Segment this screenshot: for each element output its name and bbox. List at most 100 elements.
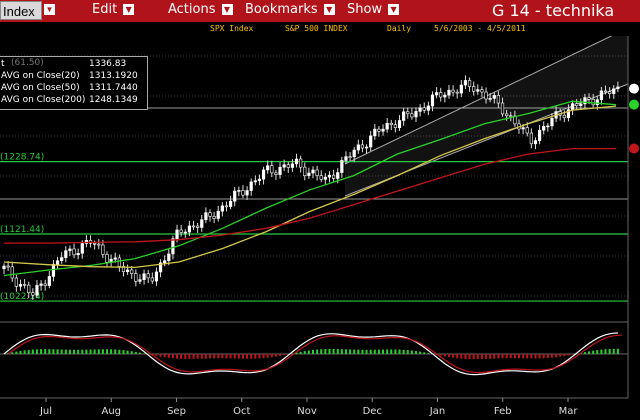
price-bar-body xyxy=(430,94,435,107)
osc-histogram-bar xyxy=(571,354,574,355)
price-bar-body xyxy=(443,94,447,98)
price-bar-body xyxy=(80,243,84,254)
osc-histogram-bar xyxy=(217,354,220,359)
osc-histogram-bar xyxy=(101,349,104,354)
price-bar-body xyxy=(352,149,356,158)
price-bar-body xyxy=(562,114,566,119)
price-bar-body xyxy=(43,283,47,286)
price-bar-body xyxy=(212,216,216,219)
menu-edit[interactable]: Edit ▼ xyxy=(92,0,135,20)
osc-histogram-bar xyxy=(171,354,174,359)
osc-histogram-bar xyxy=(513,354,516,359)
price-bar-body xyxy=(39,283,43,286)
level-label: (1022.14) xyxy=(0,292,44,302)
osc-histogram-bar xyxy=(349,349,352,354)
price-chart[interactable]: (1228.74) (1121.44) (1022.14) Jul Aug Sep Oct… xyxy=(0,36,640,420)
osc-histogram-bar xyxy=(192,354,195,359)
ma-line xyxy=(3,105,617,269)
osc-histogram-bar xyxy=(31,349,34,354)
price-bar-body xyxy=(179,229,183,233)
osc-histogram-bar xyxy=(365,349,368,354)
legend-label: AVG on Close(200) xyxy=(1,95,86,105)
legend-value: 1248.1349 xyxy=(89,95,138,105)
menu-actions-label: Actions xyxy=(168,2,216,17)
osc-histogram-bar xyxy=(312,349,314,354)
price-bar-body xyxy=(422,107,426,111)
osc-histogram-bar xyxy=(505,354,508,359)
osc-histogram-bar xyxy=(419,351,422,354)
price-bar-body xyxy=(439,92,443,98)
security-type-field[interactable]: Index xyxy=(0,1,42,20)
price-bar-body xyxy=(480,89,484,93)
price-bar-body xyxy=(599,90,603,100)
ma-line xyxy=(4,147,616,244)
osc-histogram-bar xyxy=(382,349,385,354)
osc-histogram-bar xyxy=(592,350,595,354)
price-bar-body xyxy=(117,257,121,267)
legend-value: 1311.7440 xyxy=(89,83,138,93)
osc-histogram-bar xyxy=(616,348,619,354)
osc-histogram-bar xyxy=(369,349,372,354)
x-tick-label: Jul xyxy=(39,406,52,417)
price-bar-body xyxy=(509,115,513,118)
price-bar-body xyxy=(336,172,340,179)
osc-histogram-bar xyxy=(476,354,479,360)
osc-histogram-bar xyxy=(489,354,492,359)
menu-bookmarks[interactable]: Bookmarks ▼ xyxy=(245,0,335,20)
price-bar-body xyxy=(2,265,6,270)
price-bar-body xyxy=(542,126,546,131)
price-bar-body xyxy=(426,105,430,111)
osc-histogram-bar xyxy=(415,351,417,354)
price-bar-body xyxy=(414,111,418,118)
price-bar-body xyxy=(484,91,488,100)
price-bar-body xyxy=(245,190,249,196)
price-bar-body xyxy=(146,273,150,279)
osc-histogram-bar xyxy=(555,354,558,358)
security-type-dropdown-icon[interactable]: ▼ xyxy=(44,4,55,15)
period-label: Daily xyxy=(387,24,412,33)
right-scale xyxy=(627,36,639,398)
menu-actions[interactable]: Actions ▼ xyxy=(168,0,233,20)
price-bar-body xyxy=(402,111,406,121)
osc-histogram-bar xyxy=(118,349,121,354)
osc-line xyxy=(3,332,618,376)
price-bar-body xyxy=(163,260,167,264)
osc-histogram-bar xyxy=(567,354,570,356)
price-bar-body xyxy=(204,212,208,221)
price-bar-body xyxy=(47,276,51,286)
osc-histogram-bar xyxy=(64,349,67,354)
x-tick-label: Dec xyxy=(363,406,382,417)
price-bar-body xyxy=(154,271,159,282)
legend-label: AVG on Close(20) xyxy=(1,71,80,81)
price-bar-body xyxy=(299,158,303,168)
osc-histogram-bar xyxy=(612,348,615,354)
osc-histogram-bar xyxy=(386,349,389,354)
price-bar-body xyxy=(208,212,212,217)
price-bar-body xyxy=(360,144,365,149)
osc-histogram-bar xyxy=(406,350,409,354)
price-bar-body xyxy=(101,244,105,255)
osc-histogram-bar xyxy=(270,354,273,358)
osc-histogram-bar xyxy=(468,354,471,360)
osc-histogram-bar xyxy=(233,354,236,359)
menu-bookmarks-label: Bookmarks xyxy=(245,2,318,17)
price-bar-body xyxy=(142,273,146,280)
price-bar-body xyxy=(533,140,538,145)
osc-histogram-bar xyxy=(464,354,467,359)
price-bar-body xyxy=(229,200,233,207)
osc-histogram-bar xyxy=(122,350,125,354)
osc-histogram-bar xyxy=(324,349,327,354)
price-bar-body xyxy=(616,86,620,90)
osc-histogram-bar xyxy=(97,349,100,354)
osc-histogram-bar xyxy=(563,354,566,357)
legend-value: 1313.1920 xyxy=(89,71,138,81)
menu-show[interactable]: Show ▼ xyxy=(347,0,400,20)
price-bar-body xyxy=(10,266,14,279)
osc-histogram-bar xyxy=(258,354,261,359)
osc-histogram-bar xyxy=(184,354,187,359)
price-marker xyxy=(629,99,639,110)
price-bar-body xyxy=(344,156,348,161)
price-bar-body xyxy=(303,166,307,176)
osc-histogram-bar xyxy=(176,354,179,359)
legend-faded-label: (61.50) xyxy=(11,58,44,68)
